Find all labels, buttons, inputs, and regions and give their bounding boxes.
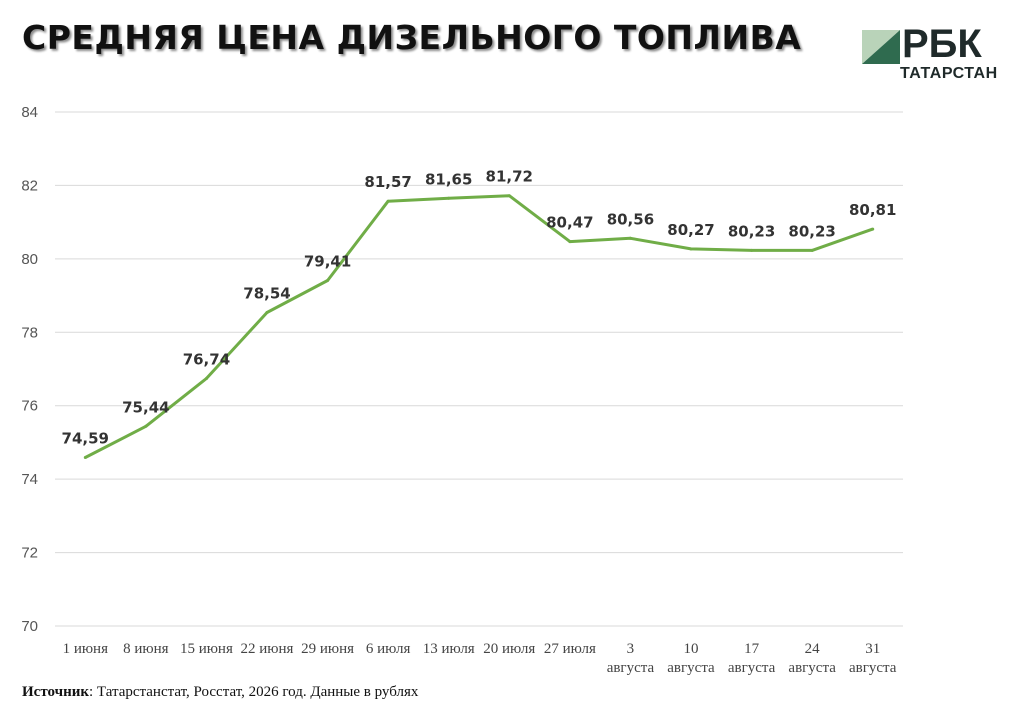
x-axis-ticks: 1 июня 8 июня 15 июня 22 июня 29 июня 6 июля 1…	[63, 641, 897, 676]
logo-mark-icon	[862, 30, 900, 64]
data-point	[750, 248, 754, 252]
source-note: Источник: Татарстанстат, Росстат, 2026 г…	[22, 684, 418, 701]
data-label: 80,23	[728, 222, 775, 240]
y-axis-ticks: 70 72 74 76 78 80 82 84	[21, 104, 38, 635]
data-label: 81,65	[425, 170, 472, 188]
data-point	[568, 240, 572, 244]
source-label: Источник	[22, 684, 89, 700]
x-tick-label: 17 августа	[728, 641, 776, 676]
x-tick-label: 24 августа	[788, 641, 836, 676]
data-label: 80,27	[667, 221, 714, 239]
y-tick-label: 82	[21, 177, 38, 194]
data-label: 80,47	[546, 214, 593, 232]
x-tick-label: 27 июля	[544, 641, 596, 657]
data-point	[83, 455, 87, 459]
x-tick-label: 20 июля	[483, 641, 535, 657]
data-label: 80,81	[849, 201, 896, 219]
gridlines	[55, 111, 903, 627]
x-tick-label: 15 июня	[180, 641, 233, 657]
data-labels: 74,59 75,44 76,74 78,54 79,41 81,57 81,65 81,72…	[62, 168, 897, 448]
x-tick-label: 8 июня	[123, 641, 169, 657]
data-point	[871, 227, 875, 231]
data-point	[689, 247, 693, 251]
logo-sub-text: ТАТАРСТАН	[900, 65, 998, 82]
data-label: 81,72	[486, 168, 533, 186]
y-tick-label: 78	[21, 324, 38, 341]
x-tick-label: 10 августа	[667, 641, 715, 676]
data-point	[447, 196, 451, 200]
x-tick-label: 22 июня	[241, 641, 294, 657]
data-label: 79,41	[304, 253, 351, 271]
y-tick-label: 74	[21, 471, 38, 488]
series-line-layer	[83, 194, 875, 459]
x-tick-label: 13 июля	[423, 641, 475, 657]
data-label: 74,59	[62, 429, 109, 447]
data-label: 75,44	[122, 398, 169, 416]
x-tick-label: 29 июня	[301, 641, 354, 657]
rbc-logo: РБК ТАТАРСТАН	[862, 22, 1002, 88]
data-point	[810, 248, 814, 252]
y-tick-label: 76	[21, 398, 38, 415]
source-text: : Татарстанстат, Росстат, 2026 год. Данн…	[89, 684, 419, 700]
x-tick-label: 31 августа	[849, 641, 897, 676]
series-line	[84, 194, 874, 459]
chart-title: СРЕДНЯЯ ЦЕНА ДИЗЕЛЬНОГО ТОПЛИВА	[22, 18, 802, 57]
y-tick-label: 70	[21, 618, 38, 635]
x-tick-label: 1 июня	[63, 641, 109, 657]
data-label: 80,23	[788, 222, 835, 240]
x-tick-label: 6 июля	[366, 641, 411, 657]
data-label: 76,74	[183, 351, 230, 369]
data-point	[265, 310, 269, 314]
data-point	[386, 199, 390, 203]
data-point	[628, 236, 632, 240]
y-tick-label: 72	[21, 545, 38, 562]
y-tick-label: 84	[21, 104, 38, 121]
y-tick-label: 80	[21, 251, 38, 268]
data-point	[326, 279, 330, 283]
data-point	[204, 377, 208, 381]
data-point	[507, 194, 511, 198]
data-label: 80,56	[607, 210, 654, 228]
data-label: 78,54	[243, 284, 290, 302]
logo-main-text: РБК	[902, 22, 982, 66]
data-label: 81,57	[364, 173, 411, 191]
data-point	[144, 424, 148, 428]
x-tick-label: 3 августа	[607, 641, 655, 676]
